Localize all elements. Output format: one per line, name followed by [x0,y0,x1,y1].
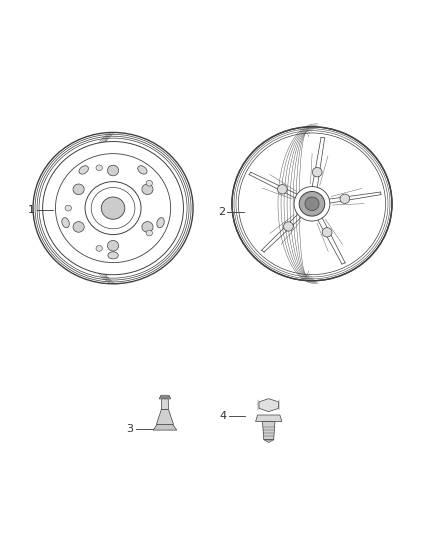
Ellipse shape [138,166,147,174]
Ellipse shape [142,184,153,195]
Ellipse shape [322,228,332,237]
Polygon shape [262,422,275,440]
Ellipse shape [96,246,102,251]
Text: 4: 4 [219,411,226,421]
Ellipse shape [96,165,102,171]
Polygon shape [153,424,177,430]
Text: 2: 2 [218,207,225,217]
Ellipse shape [305,197,319,211]
Ellipse shape [142,222,153,232]
Polygon shape [259,399,279,411]
Ellipse shape [312,167,322,177]
Ellipse shape [85,182,141,235]
Ellipse shape [79,166,88,174]
Ellipse shape [294,187,330,221]
Ellipse shape [146,230,152,236]
Polygon shape [161,399,169,409]
Ellipse shape [277,184,287,194]
Polygon shape [156,409,173,424]
Ellipse shape [101,197,125,219]
Ellipse shape [73,184,84,195]
Ellipse shape [283,222,293,231]
Polygon shape [264,440,274,442]
Ellipse shape [340,194,350,204]
Ellipse shape [42,142,184,274]
Polygon shape [159,395,171,399]
Ellipse shape [73,222,84,232]
Text: 3: 3 [126,424,133,434]
Ellipse shape [62,217,69,228]
Ellipse shape [146,180,152,186]
Ellipse shape [107,240,119,251]
Ellipse shape [107,165,119,176]
Polygon shape [256,415,282,422]
Ellipse shape [232,127,392,281]
Ellipse shape [108,252,118,259]
Ellipse shape [65,205,71,211]
Ellipse shape [299,191,325,216]
Text: 1: 1 [28,205,35,215]
Ellipse shape [239,134,385,274]
Ellipse shape [157,217,164,228]
Ellipse shape [242,136,382,271]
